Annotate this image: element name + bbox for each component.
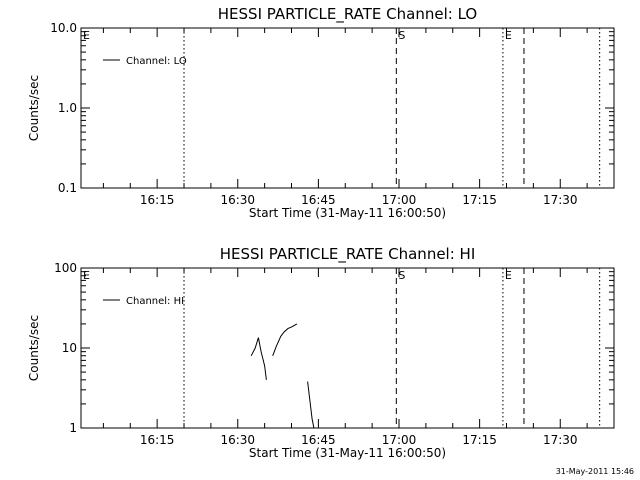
legend-entry: Channel: LO bbox=[126, 56, 187, 67]
panel-channel-hi: HESSI PARTICLE_RATE Channel: HI 16:15 16:3… bbox=[27, 245, 615, 460]
x-tick-label: 16:45 bbox=[301, 193, 336, 207]
corner-label: E bbox=[83, 269, 90, 282]
chart-title: HESSI PARTICLE_RATE Channel: HI bbox=[220, 245, 476, 264]
time-marker-label: S bbox=[398, 29, 405, 42]
plot-timestamp: 31-May-2011 15:46 bbox=[555, 467, 634, 476]
y-tick-label: 10.0 bbox=[50, 21, 77, 35]
x-tick-label: 17:00 bbox=[382, 433, 417, 447]
time-marker-label: E bbox=[505, 29, 512, 42]
series-line-segment bbox=[272, 323, 298, 356]
chart-title: HESSI PARTICLE_RATE Channel: LO bbox=[218, 5, 477, 24]
x-tick-label: 16:30 bbox=[220, 193, 255, 207]
x-axis-label: Start Time (31-May-11 16:00:50) bbox=[249, 446, 446, 460]
series-line-segment bbox=[307, 381, 315, 429]
y-tick-label: 1 bbox=[69, 421, 77, 435]
time-marker-label: S bbox=[398, 269, 405, 282]
series-line-segment bbox=[250, 337, 267, 380]
panel-channel-lo: HESSI PARTICLE_RATE Channel: LO 16:15 16:3… bbox=[27, 5, 615, 220]
y-tick-label: 10 bbox=[62, 341, 77, 355]
x-tick-label: 17:15 bbox=[462, 433, 497, 447]
plot-frame bbox=[80, 27, 615, 189]
time-marker-label: E bbox=[505, 269, 512, 282]
x-tick-label: 17:00 bbox=[382, 193, 417, 207]
y-tick-label: 100 bbox=[54, 261, 77, 275]
y-tick-label: 1.0 bbox=[58, 101, 77, 115]
plot-frame bbox=[80, 267, 615, 429]
x-tick-label: 17:30 bbox=[543, 433, 578, 447]
x-tick-label: 17:15 bbox=[462, 193, 497, 207]
legend-entry: Channel: HI bbox=[126, 296, 184, 307]
corner-label: E bbox=[83, 29, 90, 42]
x-tick-label: 17:30 bbox=[543, 193, 578, 207]
x-tick-label: 16:30 bbox=[220, 433, 255, 447]
x-tick-label: 16:15 bbox=[140, 193, 175, 207]
x-tick-label: 16:45 bbox=[301, 433, 336, 447]
y-axis-label: Counts/sec bbox=[27, 315, 41, 381]
y-axis-label: Counts/sec bbox=[27, 75, 41, 141]
x-axis-label: Start Time (31-May-11 16:00:50) bbox=[249, 206, 446, 220]
y-tick-label: 0.1 bbox=[58, 181, 77, 195]
x-tick-label: 16:15 bbox=[140, 433, 175, 447]
